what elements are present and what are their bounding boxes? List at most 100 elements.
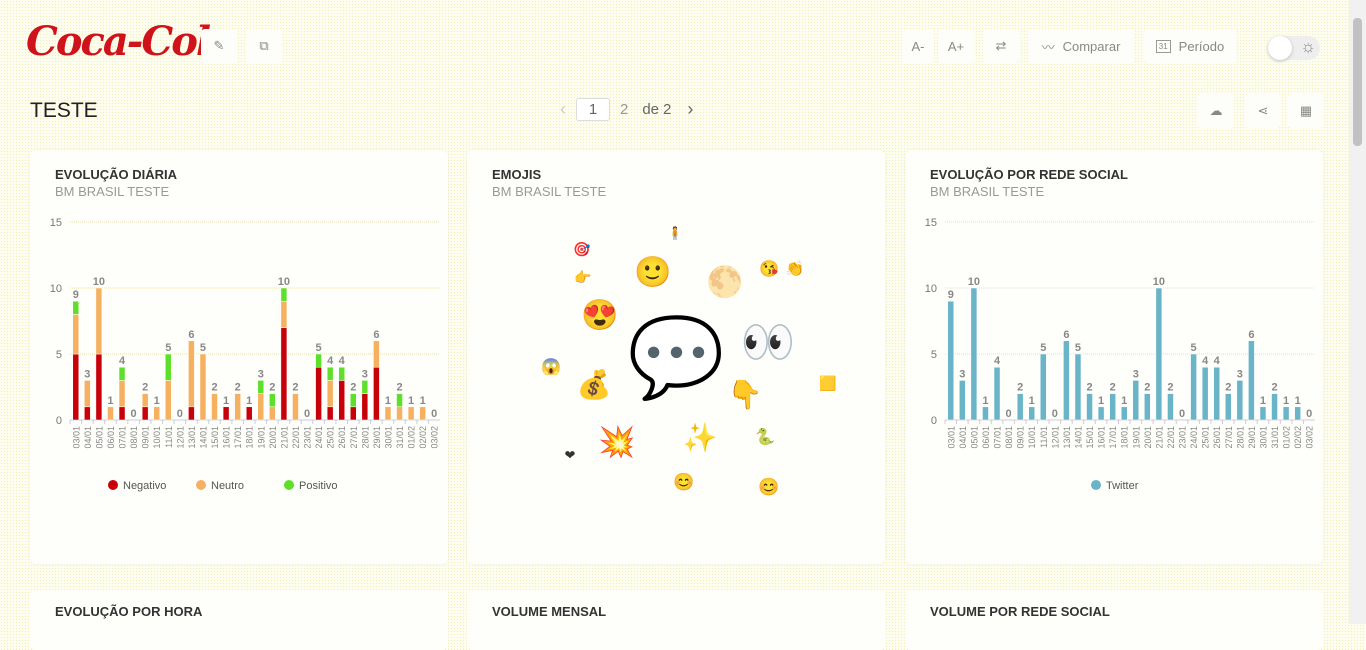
data-label: 1 [408,395,414,407]
emoji-item: 🎯 [573,241,591,257]
card-title: VOLUME POR REDE SOCIAL [930,604,1110,619]
font-larger-button[interactable]: A+ [938,29,974,63]
bar-segment-twitter [1028,406,1035,421]
data-label: 0 [1306,408,1312,420]
legend-label: Negativo [123,480,166,492]
font-smaller-button[interactable]: A- [902,29,934,63]
prev-page-icon[interactable]: ‹ [560,99,566,119]
theme-toggle[interactable]: ☼ [1268,36,1320,60]
bar-segment-neutro [118,380,126,408]
data-label: 2 [1144,382,1150,394]
bar-segment-twitter [1132,380,1140,421]
bar-segment-twitter [1248,340,1255,421]
y-tick-label: 10 [50,283,62,295]
swap-layout-button[interactable]: ⇄ [983,29,1019,63]
download-button[interactable]: ☁ [1198,94,1234,128]
emoji-item: 💥 [598,426,636,459]
next-page-icon[interactable]: › [687,99,694,119]
data-label: 2 [269,382,275,394]
y-tick-label: 15 [925,217,937,229]
period-button[interactable]: 31 Período [1144,29,1236,63]
page-2-link[interactable]: 2 [620,101,629,118]
bar-segment-twitter [947,300,955,421]
card-hourly-evolution: EVOLUÇÃO POR HORA [30,590,448,650]
bar-segment-twitter [1225,393,1232,421]
legend-marker [284,480,294,490]
x-tick-label: 22/01 [291,426,301,449]
page-total: 2 [663,101,672,118]
layout-button[interactable]: ▦ [1288,94,1324,128]
x-tick-label: 28/01 [1235,426,1245,449]
data-label: 9 [73,289,79,301]
scrollbar[interactable] [1349,0,1366,624]
data-label: 1 [107,395,113,407]
bar-segment-neutro [257,393,265,421]
bar-segment-positivo [326,366,334,381]
scrollbar-thumb[interactable] [1353,18,1362,146]
bar-segment-twitter [1213,366,1220,421]
x-tick-label: 08/01 [1004,426,1014,449]
x-tick-label: 30/01 [1258,426,1268,449]
x-tick-label: 01/02 [1282,426,1292,449]
x-tick-label: 11/01 [1039,426,1049,448]
x-tick-label: 01/02 [407,426,417,449]
y-tick-label: 0 [931,415,937,427]
x-tick-label: 17/01 [1108,426,1118,449]
share-icon: ⋖ [1257,103,1269,118]
x-tick-label: 20/01 [1143,426,1153,449]
x-tick-label: 21/01 [279,426,289,449]
bar-segment-twitter [1190,353,1197,421]
x-tick-label: 03/01 [71,426,81,449]
x-tick-label: 10/01 [1027,426,1037,449]
page-of-label: de [642,101,660,118]
bar-segment-neutro [165,380,172,421]
data-label: 2 [1167,382,1173,394]
bar-segment-twitter [1040,353,1047,421]
bar-segment-neutro [95,287,103,355]
x-tick-label: 13/01 [1062,426,1072,449]
data-label: 10 [968,276,980,288]
card-social-volume: VOLUME POR REDE SOCIAL [905,590,1323,650]
duplicate-button[interactable]: ⧉ [246,29,282,63]
bar-segment-twitter [1144,393,1151,421]
bar-segment-twitter [1236,380,1244,421]
x-tick-label: 15/01 [1085,426,1095,449]
emoji-item: 😱 [541,359,561,376]
data-label: 2 [292,382,298,394]
bar-segment-positivo [72,300,80,315]
compare-button[interactable]: 〰 Comparar [1028,29,1134,63]
data-label: 3 [1133,368,1139,380]
bar-segment-positivo [257,380,265,394]
share-button[interactable]: ⋖ [1245,94,1281,128]
data-label: 1 [1121,395,1127,407]
data-label: 6 [1063,329,1069,341]
page-current[interactable]: 1 [576,98,610,121]
data-label: 1 [1283,395,1289,407]
data-label: 0 [1179,408,1185,420]
sun-icon: ☼ [1300,37,1316,56]
bar-segment-twitter [1259,406,1267,421]
coca-cola-logo: Coca‑Cola [26,18,235,65]
bar-segment-negativo [280,327,288,421]
data-label: 2 [1086,382,1092,394]
data-label: 1 [223,395,229,407]
edit-button[interactable]: ✎ [201,29,237,63]
card-title: EVOLUÇÃO POR HORA [55,604,203,619]
data-label: 2 [396,382,402,394]
data-label: 10 [93,276,105,288]
x-tick-label: 23/01 [303,426,313,449]
page-title: TESTE [30,99,98,122]
legend-label: Positivo [299,480,338,492]
edit-icon: ✎ [213,38,225,53]
bar-segment-twitter [1109,393,1116,421]
bar-segment-positivo [338,366,345,381]
x-tick-label: 31/01 [1270,426,1280,449]
legend-marker [1091,480,1101,490]
data-label: 2 [211,382,217,394]
bar-segment-twitter [970,287,978,421]
data-label: 6 [188,329,194,341]
y-tick-label: 5 [56,349,62,361]
x-tick-label: 08/01 [129,426,139,449]
emoji-item: ❤ [564,447,576,463]
x-tick-label: 12/01 [175,426,185,449]
